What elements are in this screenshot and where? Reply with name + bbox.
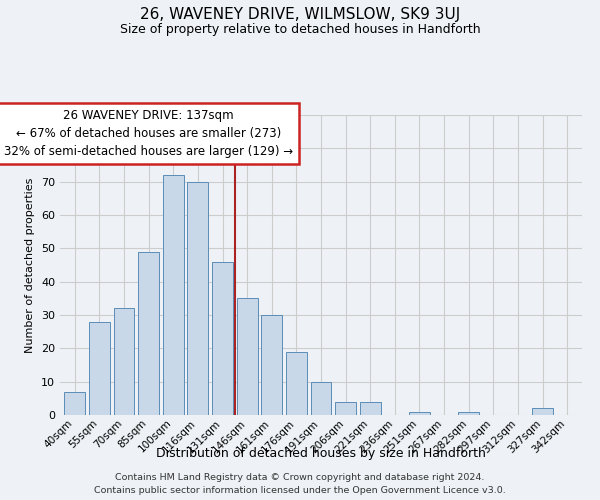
Y-axis label: Number of detached properties: Number of detached properties [25,178,35,352]
Text: Size of property relative to detached houses in Handforth: Size of property relative to detached ho… [119,22,481,36]
Bar [113,308,134,415]
Bar [409,412,430,415]
Bar [311,382,331,415]
Text: Contains public sector information licensed under the Open Government Licence v3: Contains public sector information licen… [94,486,506,495]
Bar [532,408,553,415]
Text: Contains HM Land Registry data © Crown copyright and database right 2024.: Contains HM Land Registry data © Crown c… [115,472,485,482]
Bar [138,252,159,415]
Bar [212,262,233,415]
Bar [261,315,282,415]
Bar [163,175,184,415]
Bar [286,352,307,415]
Bar [335,402,356,415]
Bar [64,392,85,415]
Bar [360,402,381,415]
Text: Distribution of detached houses by size in Handforth: Distribution of detached houses by size … [156,448,486,460]
Text: 26, WAVENEY DRIVE, WILMSLOW, SK9 3UJ: 26, WAVENEY DRIVE, WILMSLOW, SK9 3UJ [140,8,460,22]
Bar [89,322,110,415]
Bar [458,412,479,415]
Bar [187,182,208,415]
Bar [236,298,257,415]
Text: 26 WAVENEY DRIVE: 137sqm
← 67% of detached houses are smaller (273)
32% of semi-: 26 WAVENEY DRIVE: 137sqm ← 67% of detach… [4,109,293,158]
